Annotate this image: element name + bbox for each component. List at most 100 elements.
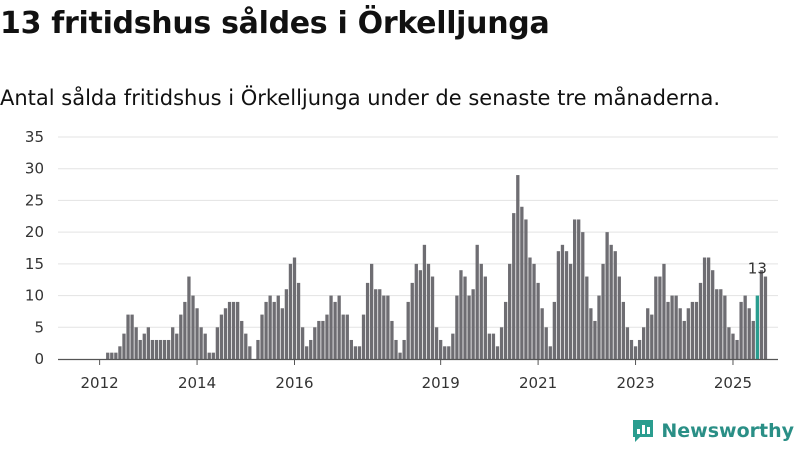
bar xyxy=(227,301,232,359)
bar xyxy=(739,301,743,359)
x-tick-label: 2025 xyxy=(714,374,752,392)
bar xyxy=(329,295,333,359)
bar xyxy=(349,339,353,359)
bar xyxy=(451,333,455,359)
bar xyxy=(166,339,171,359)
bar xyxy=(674,295,678,359)
bar xyxy=(378,289,382,359)
bar xyxy=(390,320,394,359)
bar xyxy=(532,263,536,359)
bar xyxy=(146,327,150,359)
bar xyxy=(357,346,362,359)
bar xyxy=(150,339,155,359)
bar xyxy=(122,333,126,359)
bar xyxy=(256,339,260,359)
bar xyxy=(305,346,309,359)
bar xyxy=(540,308,544,359)
bar xyxy=(601,263,605,359)
bar xyxy=(191,295,195,359)
bar xyxy=(240,320,244,359)
bar xyxy=(414,263,418,359)
bar xyxy=(564,251,569,359)
bar xyxy=(723,295,727,359)
bar xyxy=(625,327,630,359)
bar xyxy=(475,244,479,359)
bar xyxy=(581,232,585,359)
bar xyxy=(751,320,755,359)
bar xyxy=(597,295,601,359)
bar xyxy=(284,289,289,359)
bar xyxy=(171,327,175,359)
bar xyxy=(426,263,431,359)
bar xyxy=(560,244,565,359)
bar xyxy=(313,327,317,359)
bar xyxy=(609,244,613,359)
bar xyxy=(292,257,297,359)
bar xyxy=(296,282,301,359)
bar xyxy=(321,320,325,359)
bar xyxy=(386,295,390,359)
bar xyxy=(207,352,211,359)
bar xyxy=(589,308,593,359)
bar xyxy=(487,333,492,359)
bar xyxy=(434,327,439,359)
x-tick-label: 2014 xyxy=(178,374,216,392)
bar xyxy=(499,327,504,359)
bar xyxy=(654,276,658,359)
bar xyxy=(110,352,114,359)
bar xyxy=(430,276,435,359)
bar xyxy=(520,206,524,359)
bar xyxy=(300,327,305,359)
bar xyxy=(203,333,207,359)
bars xyxy=(106,175,768,359)
bar xyxy=(577,219,581,359)
y-tick-label: 0 xyxy=(34,350,44,368)
bar xyxy=(479,263,483,359)
bar xyxy=(682,320,686,359)
bar xyxy=(402,339,406,359)
bar xyxy=(260,314,264,359)
bar xyxy=(491,333,496,359)
bar xyxy=(248,346,252,359)
bar xyxy=(617,276,621,359)
bar xyxy=(686,308,690,359)
bar xyxy=(528,257,532,359)
bar xyxy=(621,301,626,359)
bar xyxy=(633,346,638,359)
x-tick-label: 2012 xyxy=(81,374,119,392)
bar xyxy=(544,327,548,359)
chart-title: 13 fritidshus såldes i Örkelljunga xyxy=(0,6,550,41)
bar xyxy=(463,276,467,359)
bar xyxy=(727,327,731,359)
bar xyxy=(690,301,695,359)
bar xyxy=(341,314,345,359)
bar xyxy=(763,276,768,359)
y-tick-label: 25 xyxy=(25,191,44,209)
bar xyxy=(410,282,414,359)
bar xyxy=(219,314,224,359)
bar xyxy=(572,219,577,359)
bar xyxy=(142,333,146,359)
bar xyxy=(114,352,118,359)
bar xyxy=(365,282,370,359)
bar xyxy=(118,346,122,359)
bar xyxy=(467,295,471,359)
highlight-value-label: 13 xyxy=(748,260,767,278)
bar xyxy=(309,339,313,359)
bar xyxy=(743,295,747,359)
bar xyxy=(244,333,248,359)
bar xyxy=(382,295,386,359)
bar xyxy=(195,308,199,359)
bar xyxy=(512,213,516,359)
bar xyxy=(459,270,463,359)
bar xyxy=(236,301,240,359)
bar xyxy=(231,301,236,359)
bar xyxy=(613,251,617,359)
bar xyxy=(138,339,142,359)
newsworthy-logo-icon xyxy=(633,420,654,442)
y-tick-label: 35 xyxy=(25,128,44,146)
bar xyxy=(548,346,552,359)
bar xyxy=(646,308,650,359)
bar xyxy=(650,314,654,359)
